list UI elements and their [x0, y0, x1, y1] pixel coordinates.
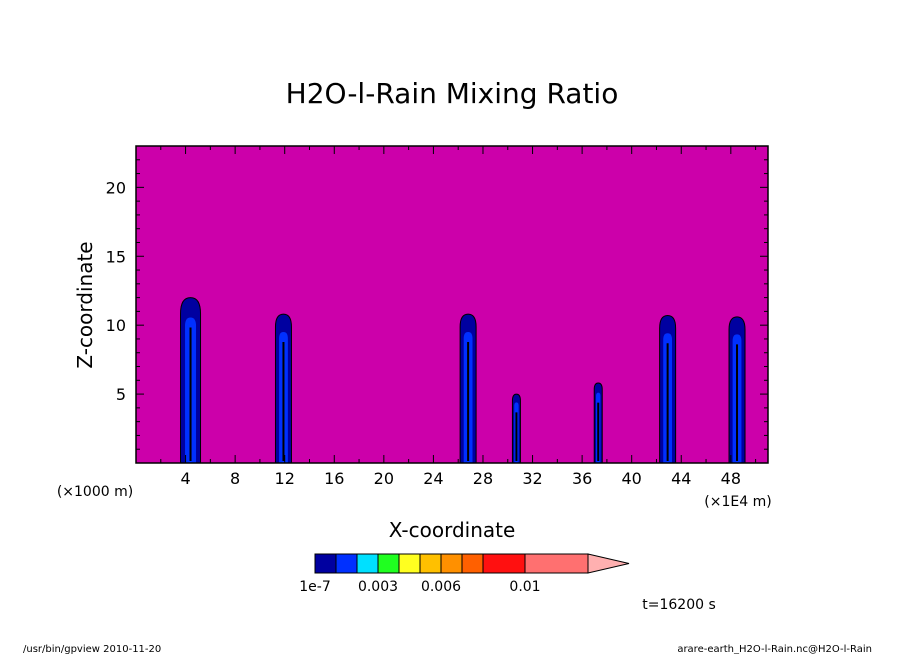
colorbar-swatch: [482, 553, 526, 574]
colorbar-swatch: [356, 553, 379, 574]
rain-cell: [659, 315, 677, 464]
x-tick-label: 28: [473, 469, 493, 488]
colorbar-label: 0.006: [421, 579, 461, 595]
rain-cells: [180, 297, 746, 464]
plot-frame: [135, 145, 769, 464]
x-tick-label: 12: [275, 469, 295, 488]
x-tick-label: 8: [230, 469, 240, 488]
colorbar-swatch: [419, 553, 442, 574]
rain-cell: [511, 393, 521, 464]
x-unit-left: (×1000 m): [57, 484, 133, 500]
colorbar-label: 0.003: [358, 579, 398, 595]
x-tick-label: 36: [572, 469, 592, 488]
y-tick-label: 5: [116, 385, 126, 404]
x-axis-ticks: 4 8 12 16 20 24 28 32 36 40 44 48: [160, 146, 757, 488]
colorbar: [314, 553, 630, 574]
rain-cell: [728, 316, 746, 464]
rain-cell: [593, 382, 603, 464]
colorbar-extend-arrow: [587, 553, 630, 574]
x-tick-label: 20: [374, 469, 394, 488]
x-tick-label: 16: [324, 469, 344, 488]
colorbar-swatch: [440, 553, 463, 574]
colorbar-swatch: [314, 553, 337, 574]
colorbar-swatch: [461, 553, 484, 574]
x-tick-label: 4: [180, 469, 190, 488]
x-tick-label: 24: [423, 469, 443, 488]
rain-cell: [180, 297, 202, 464]
chart-title: H2O-l-Rain Mixing Ratio: [286, 77, 619, 110]
colorbar-label: 0.01: [509, 579, 540, 595]
footer-right: arare-earth_H2O-l-Rain.nc@H2O-l-Rain: [677, 644, 872, 654]
y-axis-ticks: 5 10 15 20: [106, 159, 768, 450]
colorbar-swatch: [524, 553, 589, 574]
x-tick-label: 40: [622, 469, 642, 488]
x-unit-right: (×1E4 m): [704, 494, 771, 510]
x-tick-label: 48: [721, 469, 741, 488]
colorbar-swatch: [335, 553, 358, 574]
y-tick-label: 15: [106, 247, 126, 266]
rain-cell: [459, 313, 477, 464]
time-label: t=16200 s: [642, 597, 716, 613]
colorbar-labels: 1e-7 0.003 0.006 0.01: [299, 579, 540, 595]
y-axis-label: Z-coordinate: [73, 241, 97, 368]
y-tick-label: 20: [106, 178, 126, 197]
y-tick-label: 10: [106, 316, 126, 335]
x-axis-label: X-coordinate: [389, 518, 516, 542]
colorbar-swatch: [377, 553, 400, 574]
colorbar-swatch: [398, 553, 421, 574]
rain-cell: [274, 313, 292, 464]
colorbar-label: 1e-7: [299, 579, 330, 595]
footer-left: /usr/bin/gpview 2010-11-20: [23, 644, 161, 654]
x-tick-label: 32: [522, 469, 542, 488]
x-tick-label: 44: [671, 469, 691, 488]
